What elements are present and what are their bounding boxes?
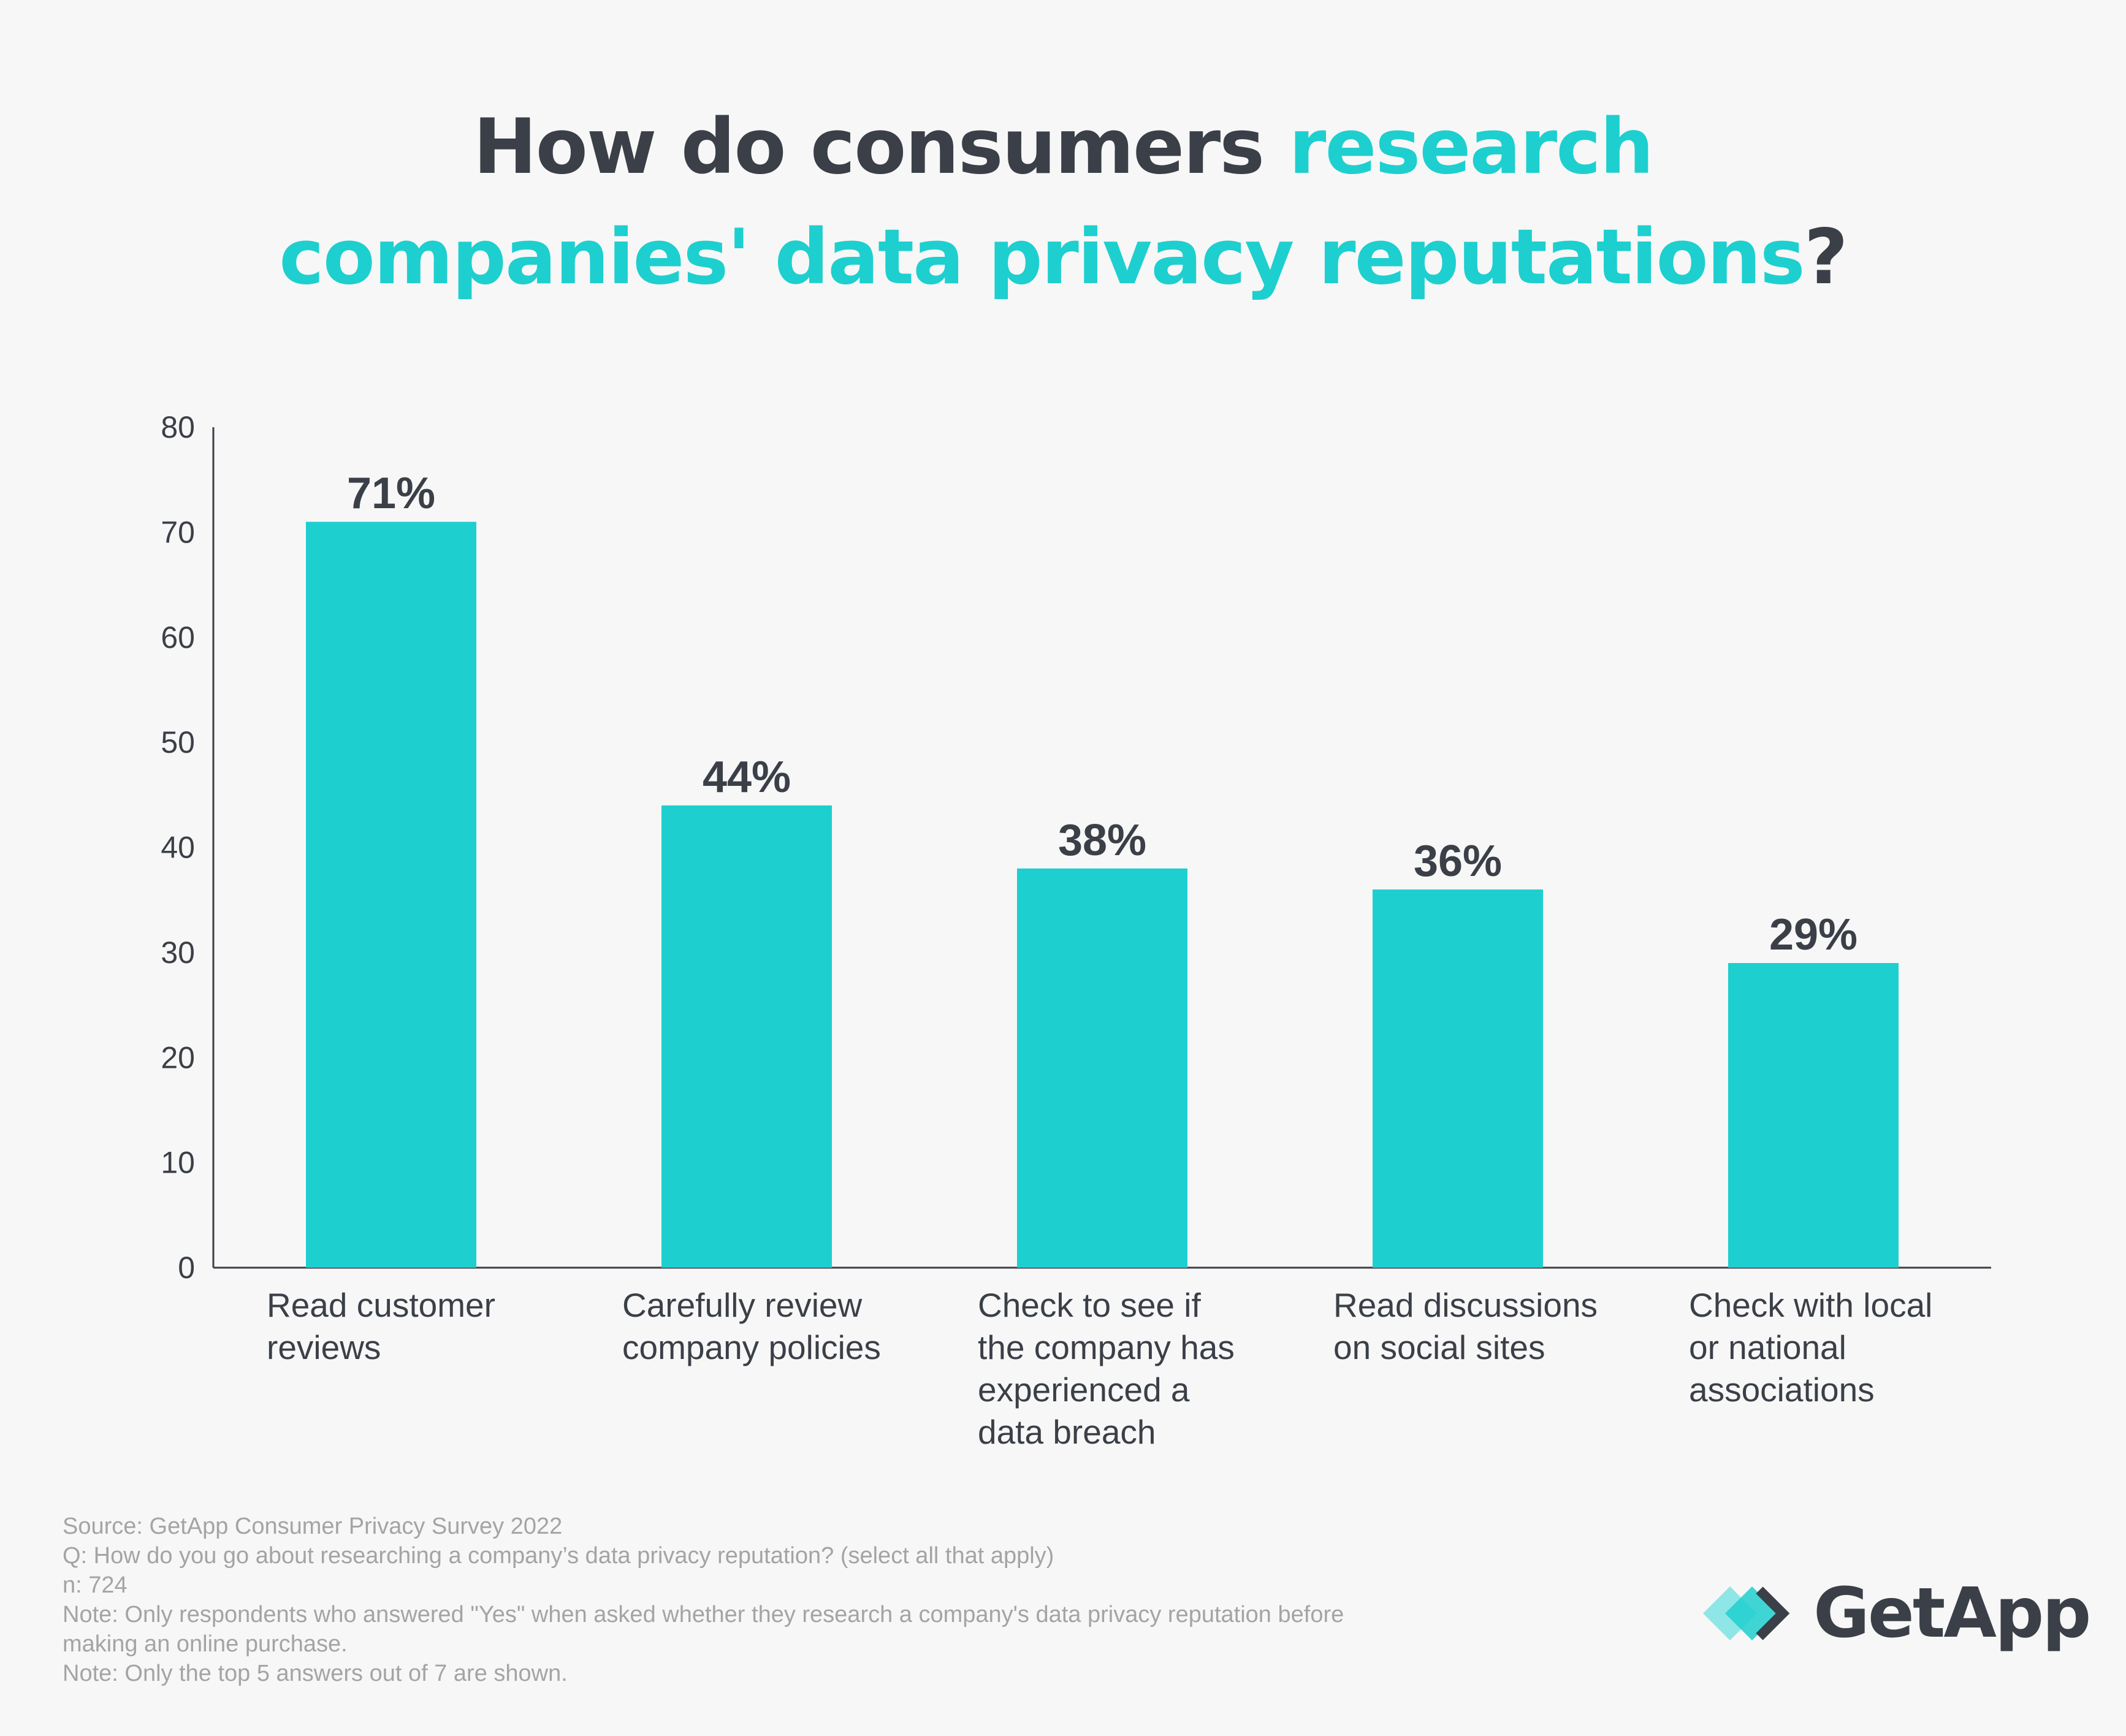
title-part-4: ? (1804, 213, 1848, 302)
x-category-label: or national (1689, 1328, 1846, 1366)
bar (661, 805, 832, 1268)
title-part-3: companies' data privacy reputations (279, 213, 1805, 302)
x-category-label: Read discussions (1333, 1286, 1598, 1324)
footnote-note-1-line-2: making an online purchase. (63, 1631, 348, 1657)
footnote-sample-size: n: 724 (63, 1572, 128, 1598)
x-category-label: Check to see if (978, 1286, 1202, 1324)
bar-series (306, 522, 1899, 1268)
footnotes: Source: GetApp Consumer Privacy Survey 2… (63, 1512, 1595, 1688)
bar (306, 522, 476, 1268)
x-category-label: the company has (978, 1328, 1235, 1366)
bar (1017, 868, 1187, 1268)
bar (1373, 889, 1543, 1268)
getapp-logo: GetApp (1703, 1570, 2091, 1656)
x-category-label: reviews (267, 1328, 381, 1366)
x-axis-category-labels: Read customer reviews Carefully review comp… (267, 1286, 1932, 1451)
data-label: 38% (1058, 816, 1146, 865)
y-tick-label: 40 (161, 831, 195, 865)
y-tick-label: 80 (161, 410, 195, 444)
bar (1728, 963, 1899, 1268)
y-tick-label: 10 (161, 1146, 195, 1180)
data-labels: 71% 44% 38% 36% 29% (347, 469, 1857, 959)
y-tick-label: 30 (161, 935, 195, 970)
y-tick-label: 60 (161, 620, 195, 655)
title-line-2: companies' data privacy reputations? (0, 202, 2126, 313)
footnote-note-1-line-1: Note: Only respondents who answered "Yes… (63, 1602, 1344, 1628)
data-label: 44% (703, 753, 791, 802)
bar-chart: 0 10 20 30 40 50 60 70 80 71% 44% 38% 36% 29% Read c… (161, 410, 1991, 1451)
x-category-label: experienced a (978, 1371, 1190, 1409)
footnote-note-2: Note: Only the top 5 answers out of 7 ar… (63, 1661, 568, 1686)
y-tick-label: 0 (178, 1251, 195, 1285)
y-axis-ticks: 0 10 20 30 40 50 60 70 80 (161, 410, 195, 1285)
y-tick-label: 20 (161, 1040, 195, 1075)
getapp-logo-icon (1703, 1586, 1790, 1640)
data-label: 29% (1769, 910, 1857, 959)
x-category-label: Check with local (1689, 1286, 1932, 1324)
title-part-1: How do consumers (473, 103, 1289, 191)
data-label: 71% (347, 469, 435, 518)
x-category-label: data breach (978, 1413, 1156, 1451)
getapp-logo-text: GetApp (1813, 1574, 2091, 1653)
footnote-source: Source: GetApp Consumer Privacy Survey 2… (63, 1513, 563, 1539)
x-category-label: on social sites (1333, 1328, 1545, 1366)
chart-title: How do consumers research companies' dat… (0, 92, 2126, 313)
x-category-label: Read customer (267, 1286, 495, 1324)
x-category-label: associations (1689, 1371, 1875, 1409)
x-category-label: Carefully review (622, 1286, 863, 1324)
y-tick-label: 50 (161, 725, 195, 760)
data-label: 36% (1414, 837, 1502, 886)
y-tick-label: 70 (161, 515, 195, 549)
x-category-label: company policies (622, 1328, 881, 1366)
title-line-1: How do consumers research (0, 92, 2126, 202)
footnote-question: Q: How do you go about researching a com… (63, 1543, 1054, 1569)
title-part-2: research (1289, 103, 1654, 191)
